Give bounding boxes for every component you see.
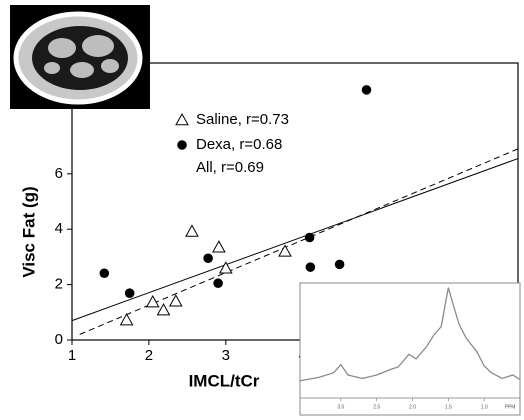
- x-tick-label: 3: [222, 347, 230, 364]
- legend-label: Saline, r=0.73: [196, 111, 289, 128]
- triangle-marker: [186, 225, 198, 236]
- triangle-marker: [213, 241, 225, 252]
- spectrum-tick-label: 2.0: [409, 404, 416, 410]
- mri-organ: [101, 59, 119, 73]
- triangle-marker: [170, 295, 182, 306]
- circle-marker: [306, 262, 316, 272]
- mri-organ: [82, 35, 114, 57]
- triangle-marker: [121, 314, 133, 325]
- triangle-marker: [176, 114, 188, 125]
- circle-marker: [213, 278, 223, 288]
- chart: IMCL/tCr Visc Fat (g) 02461234Saline, r=…: [0, 0, 524, 420]
- circle-marker: [125, 288, 135, 298]
- x-tick-label: 1: [68, 347, 76, 364]
- circle-marker: [335, 260, 345, 270]
- y-tick-label: 2: [55, 276, 63, 293]
- circle-marker: [99, 268, 109, 278]
- circle-marker: [203, 253, 213, 263]
- spectrum-x-label: PPM: [505, 404, 516, 410]
- annotation: All, r=0.69: [196, 159, 264, 176]
- y-tick-label: 4: [55, 220, 63, 237]
- spectrum-tick-label: 1.5: [445, 404, 452, 410]
- page: IMCL/tCr Visc Fat (g) 02461234Saline, r=…: [0, 0, 524, 420]
- triangle-marker: [220, 262, 232, 273]
- circle-marker: [177, 140, 187, 150]
- triangle-marker: [158, 304, 170, 315]
- mri-organ: [70, 62, 94, 78]
- circle-marker: [362, 85, 372, 95]
- legend-label: Dexa, r=0.68: [196, 136, 282, 153]
- circle-marker: [305, 233, 315, 243]
- mri-organ: [48, 38, 76, 58]
- triangle-marker: [279, 245, 291, 256]
- y-axis-label: Visc Fat (g): [19, 186, 38, 277]
- spectrum-frame: [300, 283, 520, 415]
- mri-image: [10, 5, 150, 109]
- mri-organ: [44, 62, 60, 74]
- x-axis-label: IMCL/tCr: [189, 371, 260, 390]
- spectrum-tick-label: 1.0: [481, 404, 488, 410]
- mri-inner: [32, 26, 128, 90]
- x-tick-label: 2: [145, 347, 153, 364]
- spectrum-tick-label: 2.5: [373, 404, 380, 410]
- y-tick-label: 6: [55, 165, 63, 182]
- y-tick-label: 0: [55, 331, 63, 348]
- spectrum-tick-label: 3.0: [337, 404, 344, 410]
